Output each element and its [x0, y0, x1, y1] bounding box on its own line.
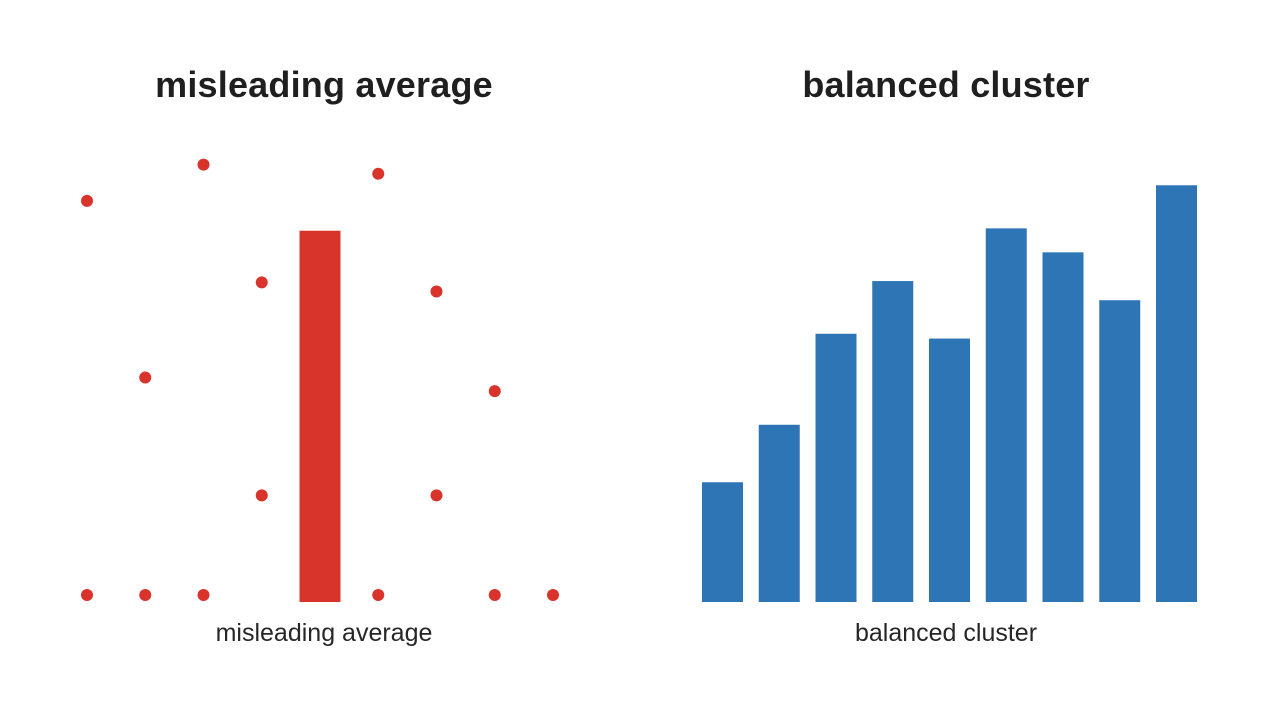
scatter-point — [139, 589, 152, 601]
average-bar — [299, 230, 341, 602]
scatter-point — [547, 589, 559, 601]
scatter-point — [139, 371, 152, 384]
left-chart-caption: misleading average — [215, 619, 433, 647]
scatter-point — [255, 489, 268, 502]
scatter-point — [488, 589, 501, 601]
bar — [1042, 252, 1084, 602]
scatter-point — [197, 158, 210, 171]
left-chart-title: misleading average — [155, 64, 493, 105]
scatter-point — [81, 194, 93, 207]
bar — [1099, 300, 1141, 602]
bar — [985, 228, 1027, 602]
scatter-point — [197, 589, 210, 601]
bar — [929, 338, 970, 602]
scatter-point — [372, 589, 385, 601]
right-chart-plot-area — [702, 185, 1197, 602]
scatter-point — [430, 285, 443, 298]
right-chart-caption: balanced cluster — [854, 619, 1038, 647]
scatter-point — [430, 489, 443, 502]
scatter-point — [255, 276, 268, 289]
bar — [758, 424, 800, 602]
bar — [872, 281, 914, 602]
right-chart-title: balanced cluster — [802, 64, 1090, 105]
scatter-point — [372, 167, 385, 180]
scatter-point — [488, 385, 501, 398]
left-chart-plot-area — [81, 158, 559, 602]
scatter-point — [81, 589, 93, 601]
bar — [702, 482, 743, 602]
bar — [1156, 185, 1197, 602]
bar — [815, 333, 857, 602]
